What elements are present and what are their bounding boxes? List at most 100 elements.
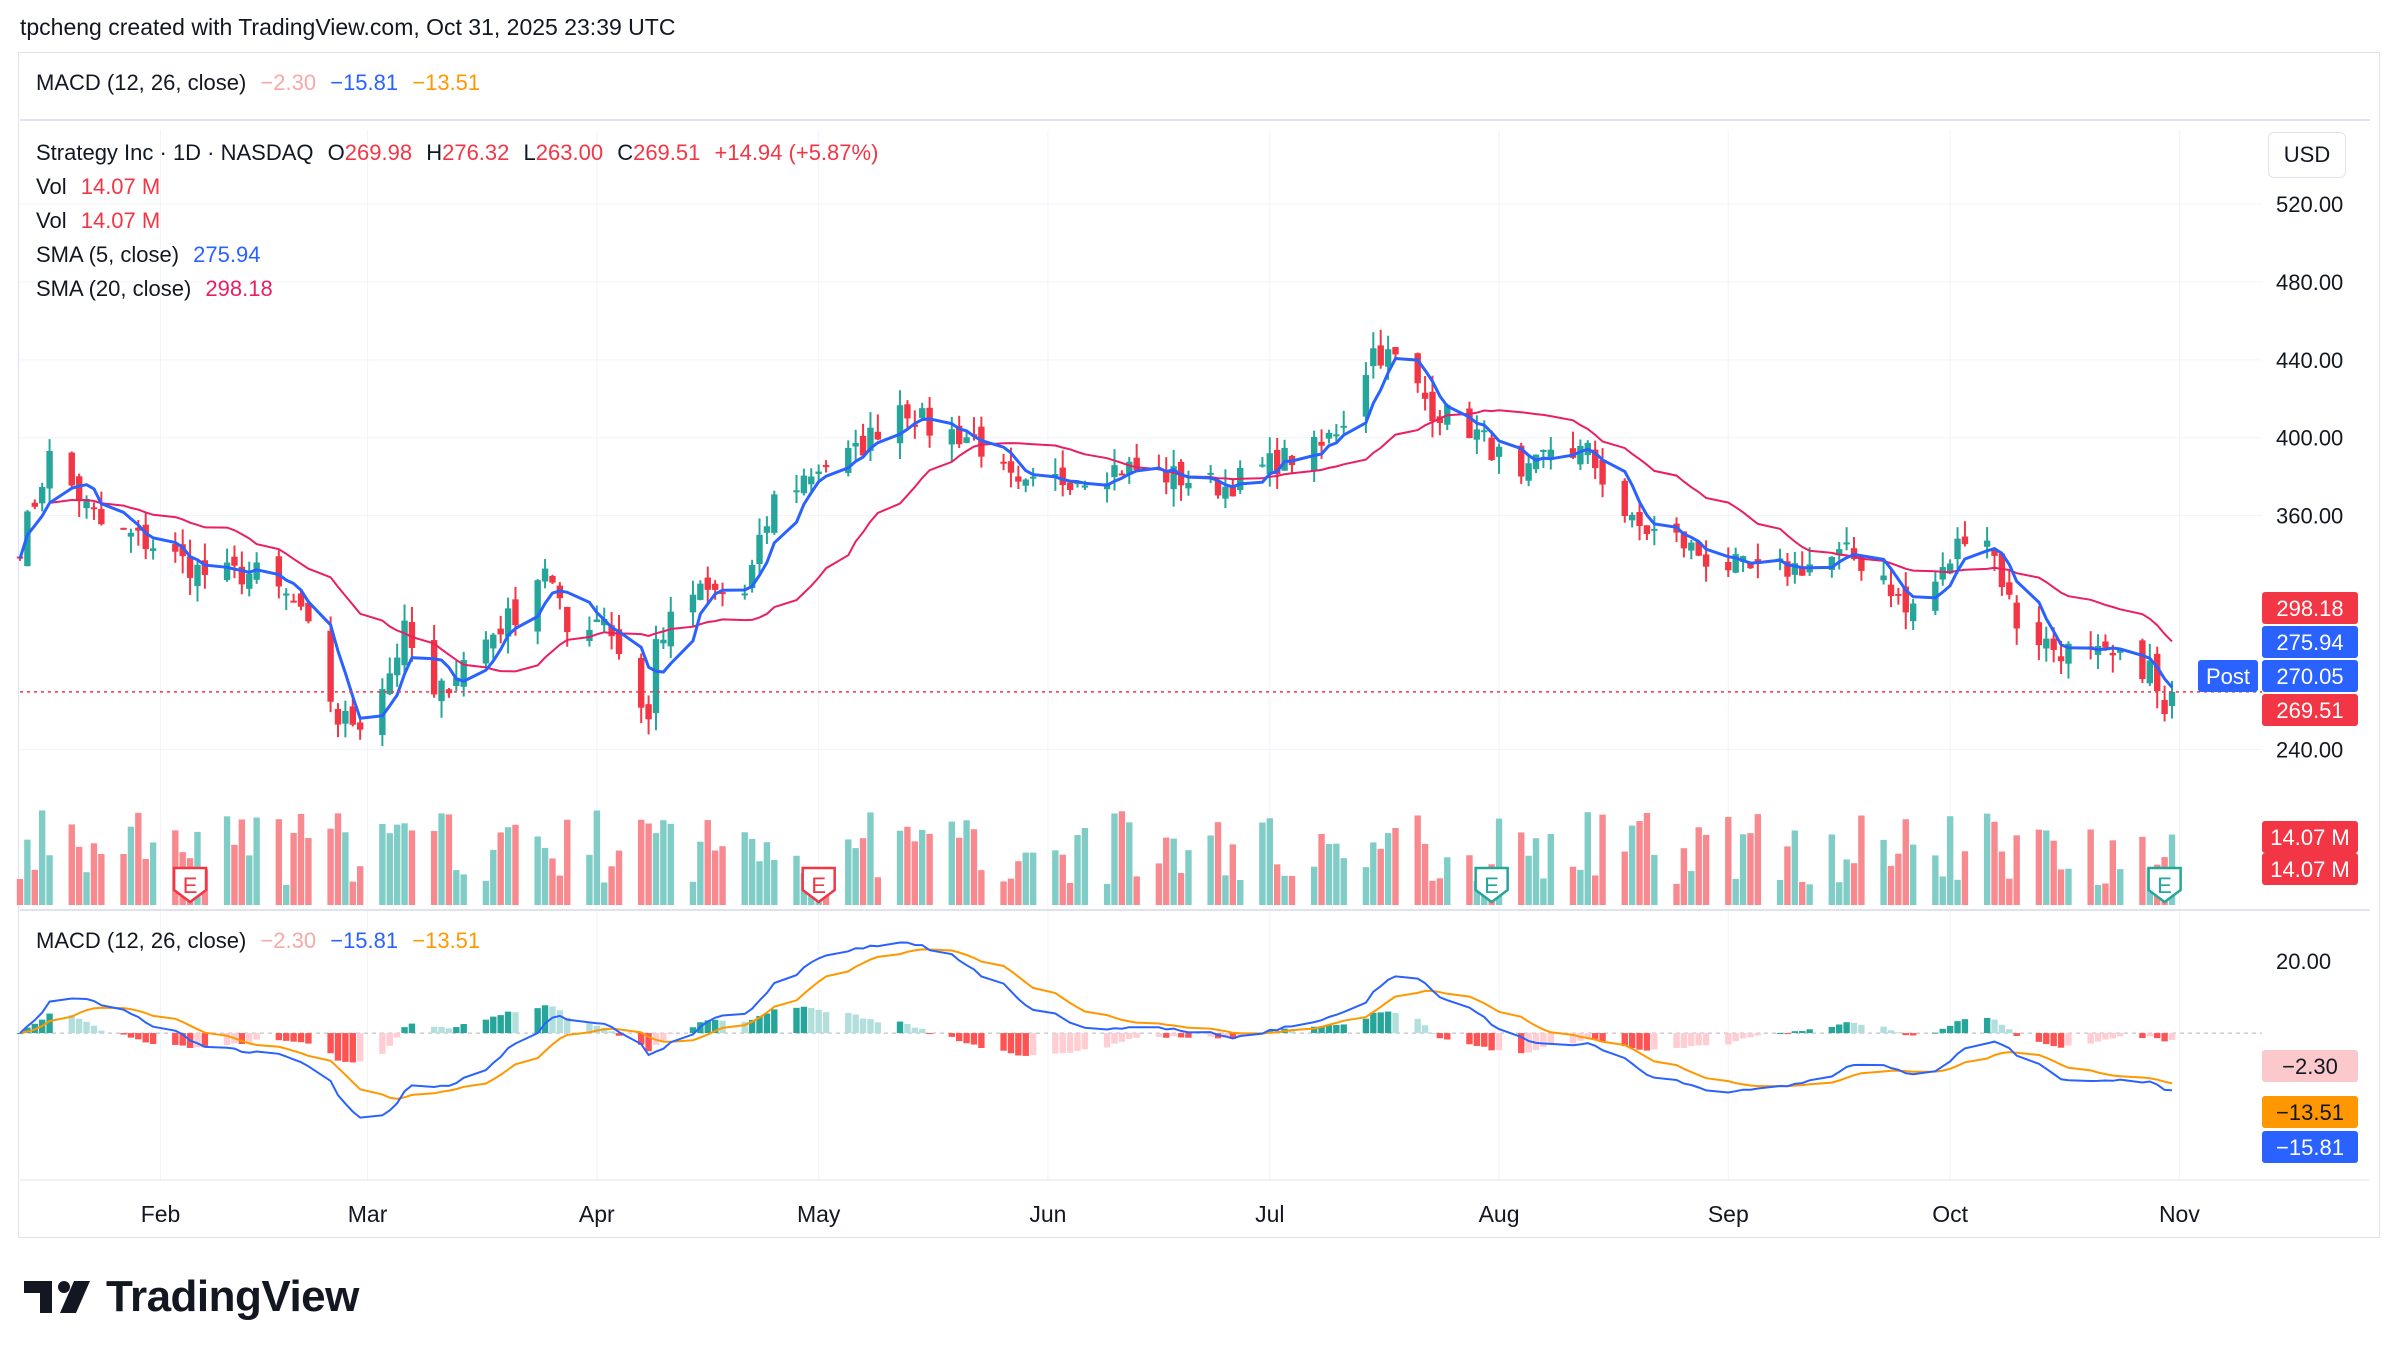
volume-bar <box>290 833 297 905</box>
candle-body <box>541 568 549 582</box>
candle-body <box>1983 540 1991 547</box>
ohlc-legend: Strategy Inc · 1D · NASDAQ O269.98 H276.… <box>36 140 886 166</box>
volume-bar <box>401 823 408 905</box>
volume-bar <box>1392 828 1399 905</box>
volume-bar <box>1029 852 1037 905</box>
candle-body <box>1784 561 1791 577</box>
candle-body <box>430 640 438 695</box>
price-badge-text: 269.51 <box>2276 698 2343 723</box>
macd-histogram-bar <box>238 1033 246 1044</box>
macd-histogram-bar <box>1007 1033 1015 1054</box>
volume-bar <box>356 866 364 905</box>
earnings-marker-shape <box>801 866 836 904</box>
macd-histogram-bar <box>1754 1033 1762 1036</box>
candle-body <box>1325 432 1333 439</box>
macd-histogram-bar <box>815 1009 822 1034</box>
volume-bar <box>1281 875 1288 905</box>
earnings-marker: E <box>1474 866 1509 904</box>
close-value: 269.51 <box>633 140 701 165</box>
candle-body <box>815 471 822 474</box>
volume-bar <box>1288 876 1296 905</box>
candle-body <box>1000 461 1007 464</box>
macd-histogram-bar <box>46 1013 53 1034</box>
candle-body <box>1643 525 1651 534</box>
volume-bar <box>1636 821 1643 905</box>
volume-bar <box>1214 822 1222 905</box>
candle-body <box>223 562 231 581</box>
volume-bar <box>135 812 142 905</box>
macd-histogram-bar <box>859 1018 867 1034</box>
macd-histogram-bar <box>283 1033 290 1041</box>
volume-bar <box>238 819 246 905</box>
macd-histogram-bar <box>1983 1017 1991 1034</box>
candle-body <box>793 490 800 493</box>
candle-body <box>2146 660 2154 684</box>
volume-bar <box>1066 882 1074 905</box>
macd-histogram-bar <box>911 1027 919 1034</box>
macd-histogram-bar <box>1177 1033 1185 1038</box>
macd-histogram-bar <box>334 1033 342 1061</box>
candle-body <box>1628 514 1636 521</box>
volume-bar <box>1370 842 1377 905</box>
macd-histogram-bar <box>305 1033 312 1044</box>
macd-histogram-bar <box>179 1033 186 1046</box>
macd-histogram-bar <box>1887 1030 1895 1034</box>
candle-body <box>283 593 290 596</box>
tradingview-logo[interactable]: TradingView <box>22 1272 359 1322</box>
volume-bar <box>534 836 541 905</box>
vol-legend-2: Vol 14.07 M <box>36 208 168 234</box>
volume-bars <box>16 810 2176 905</box>
candle-body <box>652 639 660 714</box>
volume-bar <box>1022 852 1029 905</box>
macd-histogram-bar <box>1466 1033 1473 1045</box>
macd-histogram-bar <box>194 1033 201 1048</box>
volume-bar <box>1540 878 1547 905</box>
time-tick-label: Jun <box>1029 1201 1066 1227</box>
macd-histogram-bar <box>2139 1033 2146 1039</box>
volume-bar <box>1081 827 1089 905</box>
macd-histogram-bar <box>1074 1033 1081 1051</box>
macd-histogram-bar <box>2154 1033 2161 1039</box>
price-tick-label: 480.00 <box>2276 270 2343 295</box>
volume-bar <box>504 827 512 905</box>
macd-histogram-bar <box>438 1026 445 1034</box>
candle-body <box>911 424 919 427</box>
volume-bar <box>1185 850 1192 905</box>
candle-body <box>379 689 386 736</box>
macd-histogram-bar <box>660 1033 667 1041</box>
macd-histogram-bar <box>1518 1033 1525 1054</box>
symbol-title[interactable]: Strategy Inc · 1D · NASDAQ <box>36 140 314 165</box>
sma5-line <box>18 356 2174 720</box>
candle-body <box>615 629 623 655</box>
candle-body <box>393 657 401 676</box>
volume-bar <box>283 884 290 905</box>
macd-histogram-bar <box>2161 1033 2168 1042</box>
macd-histogram-bar <box>1961 1019 1969 1034</box>
candle-body <box>564 606 571 633</box>
volume-bar <box>556 875 564 905</box>
macd-histogram-bar <box>2102 1033 2109 1040</box>
candle-body <box>689 594 697 613</box>
volume-bar <box>1998 851 2006 905</box>
candle-body <box>1828 556 1836 570</box>
price-badge-text: 270.05 <box>2276 664 2343 689</box>
sma20-line <box>19 409 2173 673</box>
price-badge-bg <box>2262 592 2358 624</box>
volume-bar <box>1163 837 1170 905</box>
candle-body <box>1954 538 1961 560</box>
candle-body <box>2057 656 2065 662</box>
volume-bar <box>1643 812 1651 905</box>
volume-bar <box>2109 840 2117 905</box>
time-tick-label: Mar <box>348 1201 388 1227</box>
candle-body <box>1362 375 1370 417</box>
volume-bar <box>763 842 771 905</box>
macd-histogram-bar <box>1237 1033 1244 1036</box>
macd-histogram-bar <box>127 1033 135 1038</box>
volume-bar <box>1673 883 1680 905</box>
macd-histogram-bar <box>1029 1033 1037 1056</box>
macd-histogram-bar <box>1791 1031 1799 1034</box>
volume-bar <box>911 841 919 905</box>
candle-body <box>1007 461 1015 473</box>
currency-button[interactable]: USD <box>2268 132 2346 178</box>
